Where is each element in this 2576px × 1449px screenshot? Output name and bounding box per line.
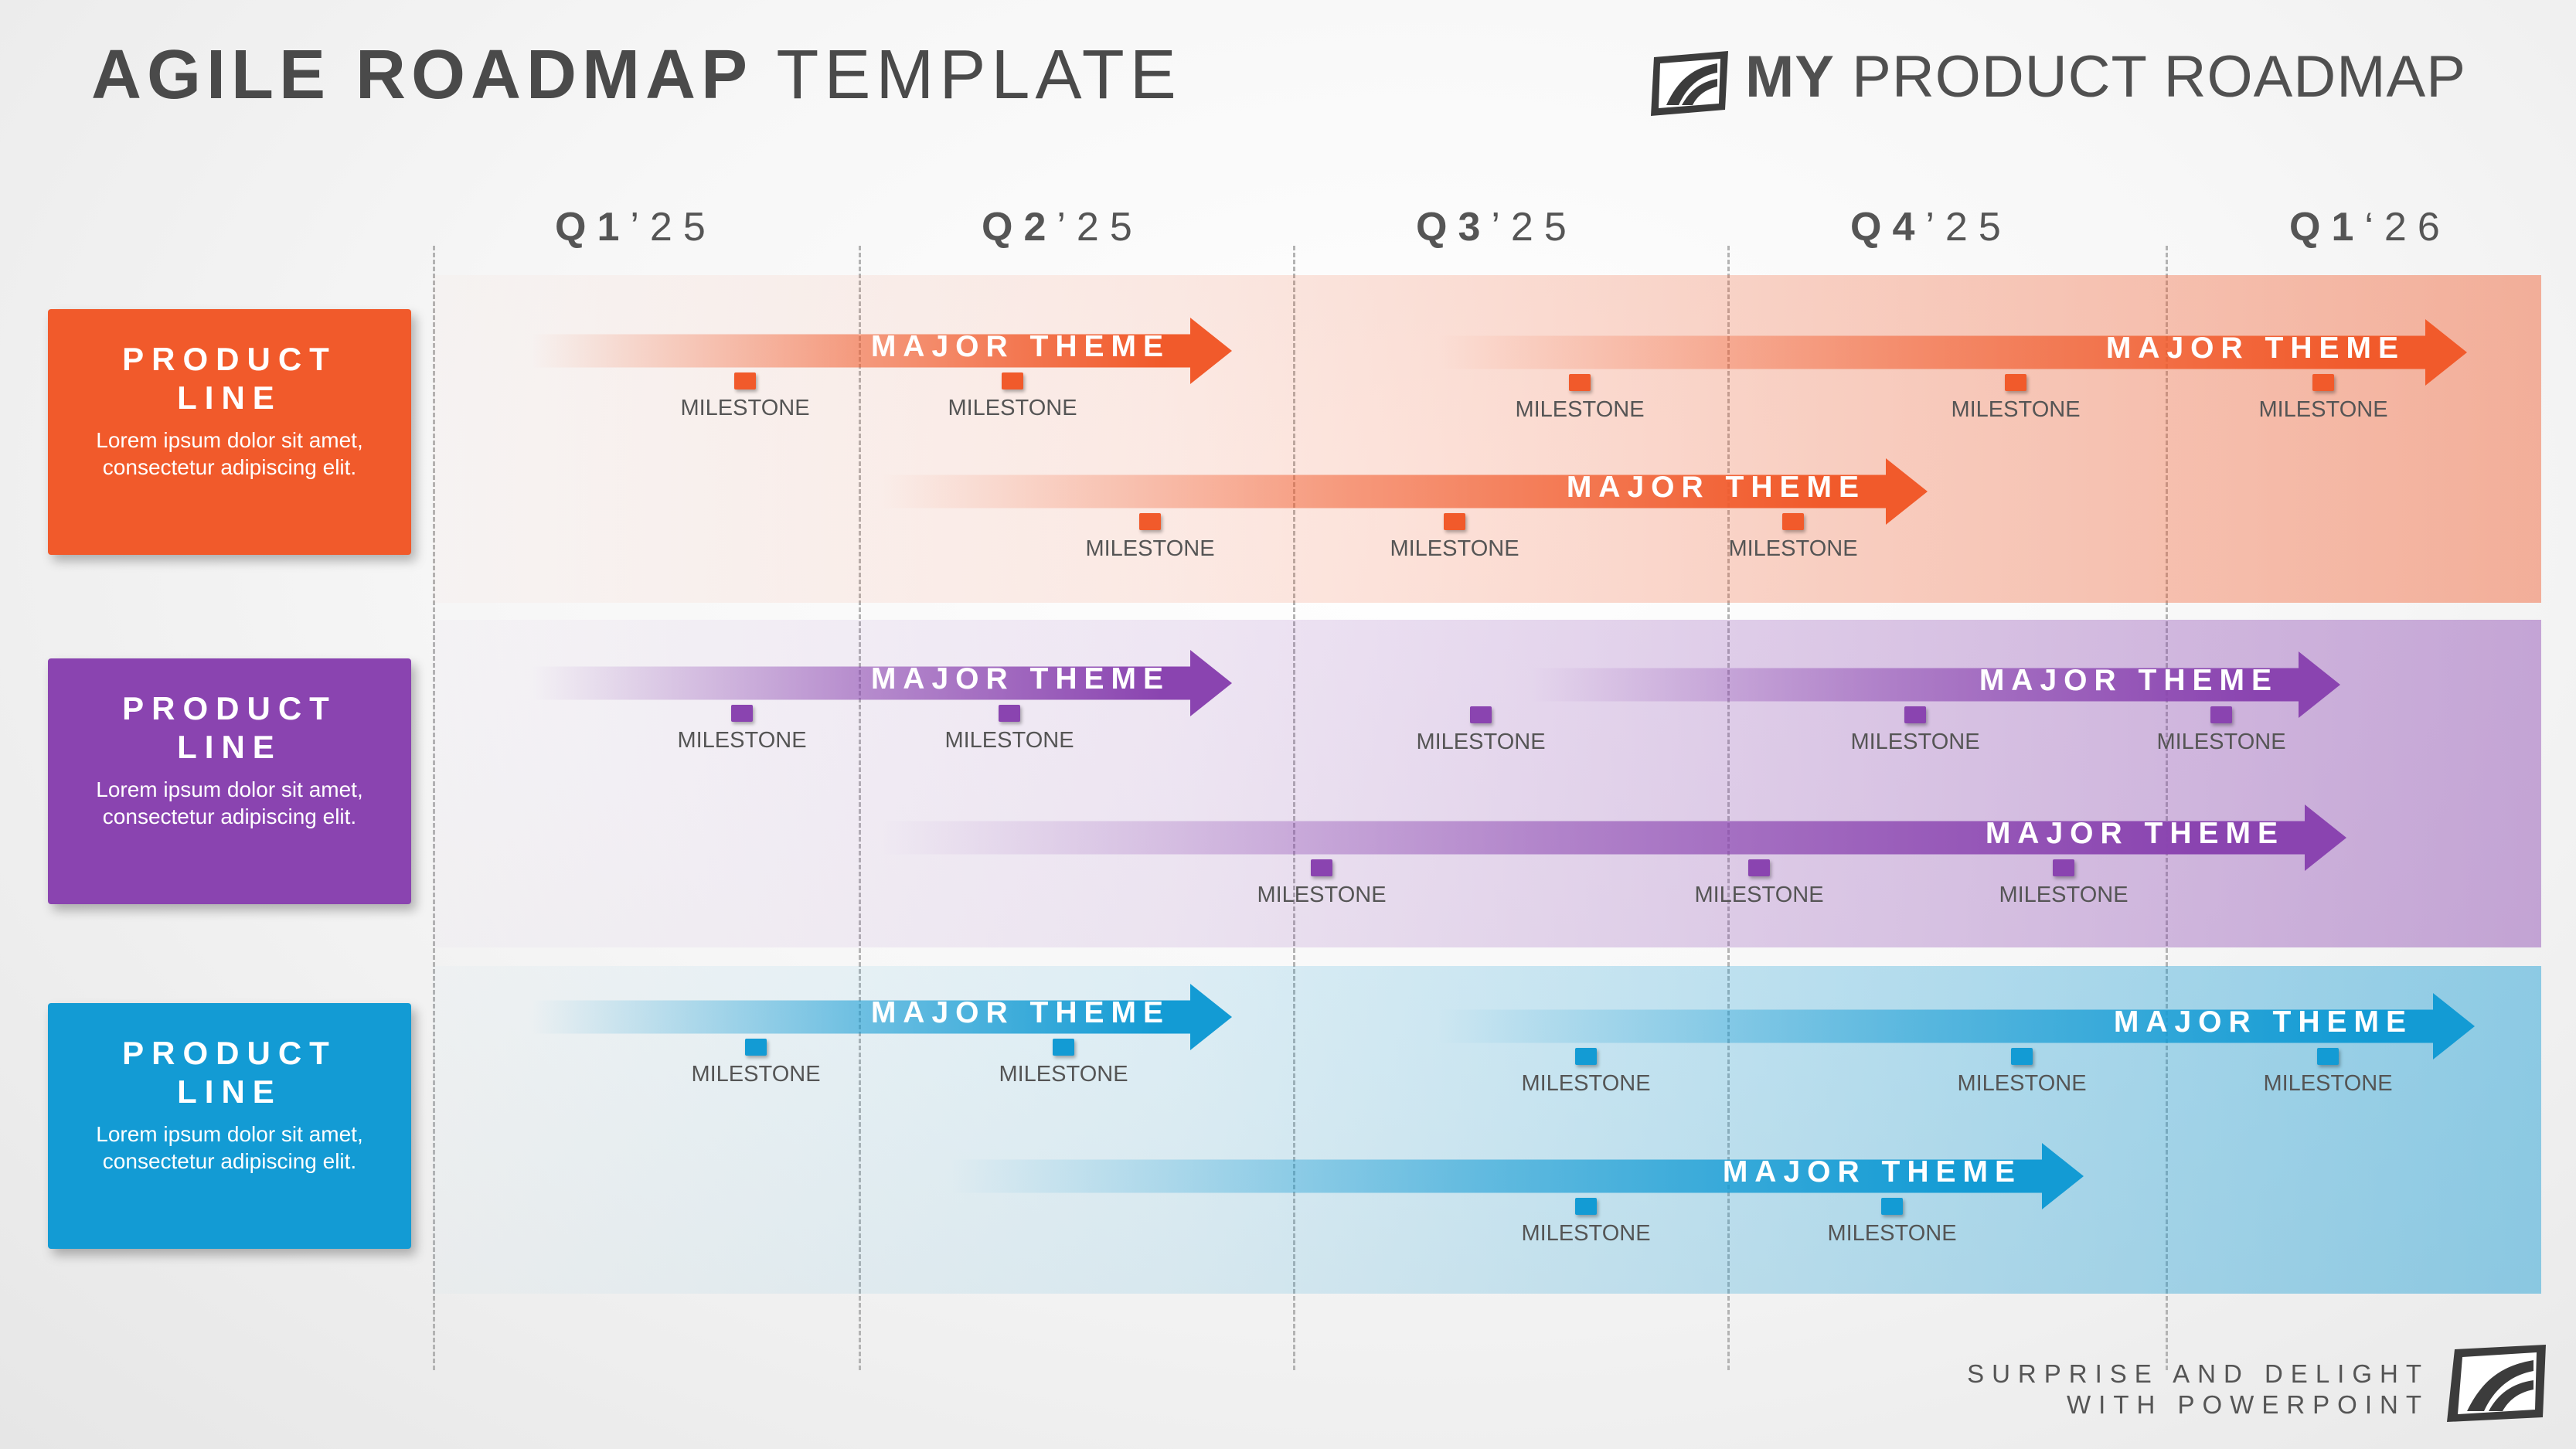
milestone-marker: [734, 372, 756, 389]
page-title-light: TEMPLATE: [776, 36, 1182, 114]
footer-tagline-line1: SURPRISE AND DELIGHT: [1967, 1359, 2429, 1388]
major-theme-label: MAJOR THEME: [2105, 332, 2405, 365]
major-theme-label: MAJOR THEME: [870, 996, 1170, 1029]
milestone-label: MILESTONE: [1999, 883, 2129, 907]
quarter-name: Q2: [982, 205, 1057, 250]
quarter-label: Q3’25: [1416, 207, 1577, 247]
product-line-description: Lorem ipsum dolor sit amet, consectetur …: [96, 428, 363, 479]
milestone-marker: [2005, 374, 2026, 391]
milestone-label: MILESTONE: [2263, 1071, 2393, 1096]
quarter-year: ’25: [630, 205, 716, 250]
quarter-label: Q4’25: [1850, 207, 2012, 247]
quarter-divider: [1293, 246, 1295, 1370]
milestone-marker: [2317, 1048, 2339, 1065]
quarter-year: ’25: [1925, 205, 2012, 250]
milestone-label: MILESTONE: [677, 728, 807, 753]
quarter-label: Q2’25: [982, 207, 1143, 247]
milestone-marker: [1904, 706, 1926, 723]
milestone-marker: [731, 705, 753, 722]
quarter-divider: [859, 246, 861, 1370]
milestone-label: MILESTONE: [1390, 536, 1519, 561]
page-title-bold: AGILE ROADMAP: [91, 36, 753, 114]
major-theme-label: MAJOR THEME: [1979, 664, 2278, 697]
milestone-marker: [2053, 859, 2074, 876]
quarter-year: ‘26: [2364, 205, 2451, 250]
brand-name-bold: MY: [1745, 44, 1835, 110]
quarter-name: Q3: [1416, 205, 1492, 250]
major-theme-label: MAJOR THEME: [870, 330, 1170, 363]
product-line-band: [433, 275, 2541, 603]
major-theme-label: MAJOR THEME: [1722, 1155, 2022, 1189]
milestone-label: MILESTONE: [1694, 883, 1824, 907]
major-theme-label: MAJOR THEME: [2113, 1005, 2413, 1039]
milestone-marker: [1881, 1198, 1903, 1215]
milestone-label: MILESTONE: [2258, 397, 2388, 422]
milestone-marker: [1575, 1198, 1597, 1215]
quarter-label: Q1‘26: [2289, 207, 2451, 247]
milestone-label: MILESTONE: [1257, 883, 1387, 907]
quarter-divider: [433, 246, 435, 1370]
product-line-title: PRODUCT LINE: [122, 690, 337, 765]
quarter-divider: [2166, 246, 2168, 1370]
major-theme-label: MAJOR THEME: [1566, 471, 1866, 504]
quarter-name: Q4: [1850, 205, 1926, 250]
brand-name: MY PRODUCT ROADMAP: [1745, 48, 2466, 107]
milestone-label: MILESTONE: [1515, 397, 1645, 422]
milestone-marker: [1748, 859, 1770, 876]
milestone-marker: [2210, 706, 2232, 723]
product-line-card: PRODUCT LINE Lorem ipsum dolor sit amet, …: [48, 658, 411, 904]
milestone-label: MILESTONE: [948, 396, 1077, 420]
roadmap-logo-icon: [2447, 1345, 2549, 1422]
milestone-label: MILESTONE: [1728, 536, 1858, 561]
milestone-label: MILESTONE: [1416, 730, 1546, 754]
milestone-label: MILESTONE: [1850, 730, 1980, 754]
milestone-marker: [1782, 513, 1804, 530]
roadmap-logo-icon: [1651, 51, 1731, 116]
milestone-marker: [1470, 706, 1492, 723]
footer-tagline: SURPRISE AND DELIGHT WITH POWERPOINT: [1967, 1359, 2429, 1420]
milestone-marker: [999, 705, 1020, 722]
milestone-label: MILESTONE: [944, 728, 1074, 753]
quarter-year: ’25: [1057, 205, 1143, 250]
major-theme-label: MAJOR THEME: [870, 662, 1170, 696]
milestone-label: MILESTONE: [1521, 1071, 1651, 1096]
product-line-card: PRODUCT LINE Lorem ipsum dolor sit amet, …: [48, 309, 411, 555]
quarter-name: Q1: [2289, 205, 2365, 250]
page-title: AGILE ROADMAP TEMPLATE: [91, 40, 1182, 110]
milestone-label: MILESTONE: [691, 1062, 821, 1087]
brand-name-light: PRODUCT ROADMAP: [1852, 44, 2466, 110]
milestone-marker: [1053, 1039, 1074, 1056]
milestone-marker: [1002, 372, 1023, 389]
milestone-marker: [1311, 859, 1332, 876]
product-line-description: Lorem ipsum dolor sit amet, consectetur …: [96, 777, 363, 828]
product-line-title: PRODUCT LINE: [122, 341, 337, 416]
milestone-marker: [745, 1039, 767, 1056]
milestone-label: MILESTONE: [999, 1062, 1128, 1087]
milestone-label: MILESTONE: [1085, 536, 1215, 561]
milestone-label: MILESTONE: [1951, 397, 2081, 422]
milestone-marker: [1139, 513, 1161, 530]
quarter-label: Q1’25: [555, 207, 716, 247]
milestone-marker: [1569, 374, 1591, 391]
milestone-label: MILESTONE: [2156, 730, 2286, 754]
milestone-label: MILESTONE: [1827, 1221, 1957, 1246]
quarter-year: ’25: [1491, 205, 1577, 250]
quarter-divider: [1727, 246, 1730, 1370]
quarter-name: Q1: [555, 205, 631, 250]
product-line-title: PRODUCT LINE: [122, 1035, 337, 1110]
milestone-marker: [2011, 1048, 2033, 1065]
product-line-card: PRODUCT LINE Lorem ipsum dolor sit amet, …: [48, 1003, 411, 1249]
milestone-label: MILESTONE: [1957, 1071, 2087, 1096]
footer-tagline-line2: WITH POWERPOINT: [2067, 1390, 2429, 1419]
milestone-marker: [2312, 374, 2334, 391]
major-theme-label: MAJOR THEME: [1985, 817, 2285, 850]
milestone-marker: [1575, 1048, 1597, 1065]
milestone-label: MILESTONE: [680, 396, 810, 420]
product-line-description: Lorem ipsum dolor sit amet, consectetur …: [96, 1122, 363, 1173]
milestone-marker: [1444, 513, 1465, 530]
milestone-label: MILESTONE: [1521, 1221, 1651, 1246]
